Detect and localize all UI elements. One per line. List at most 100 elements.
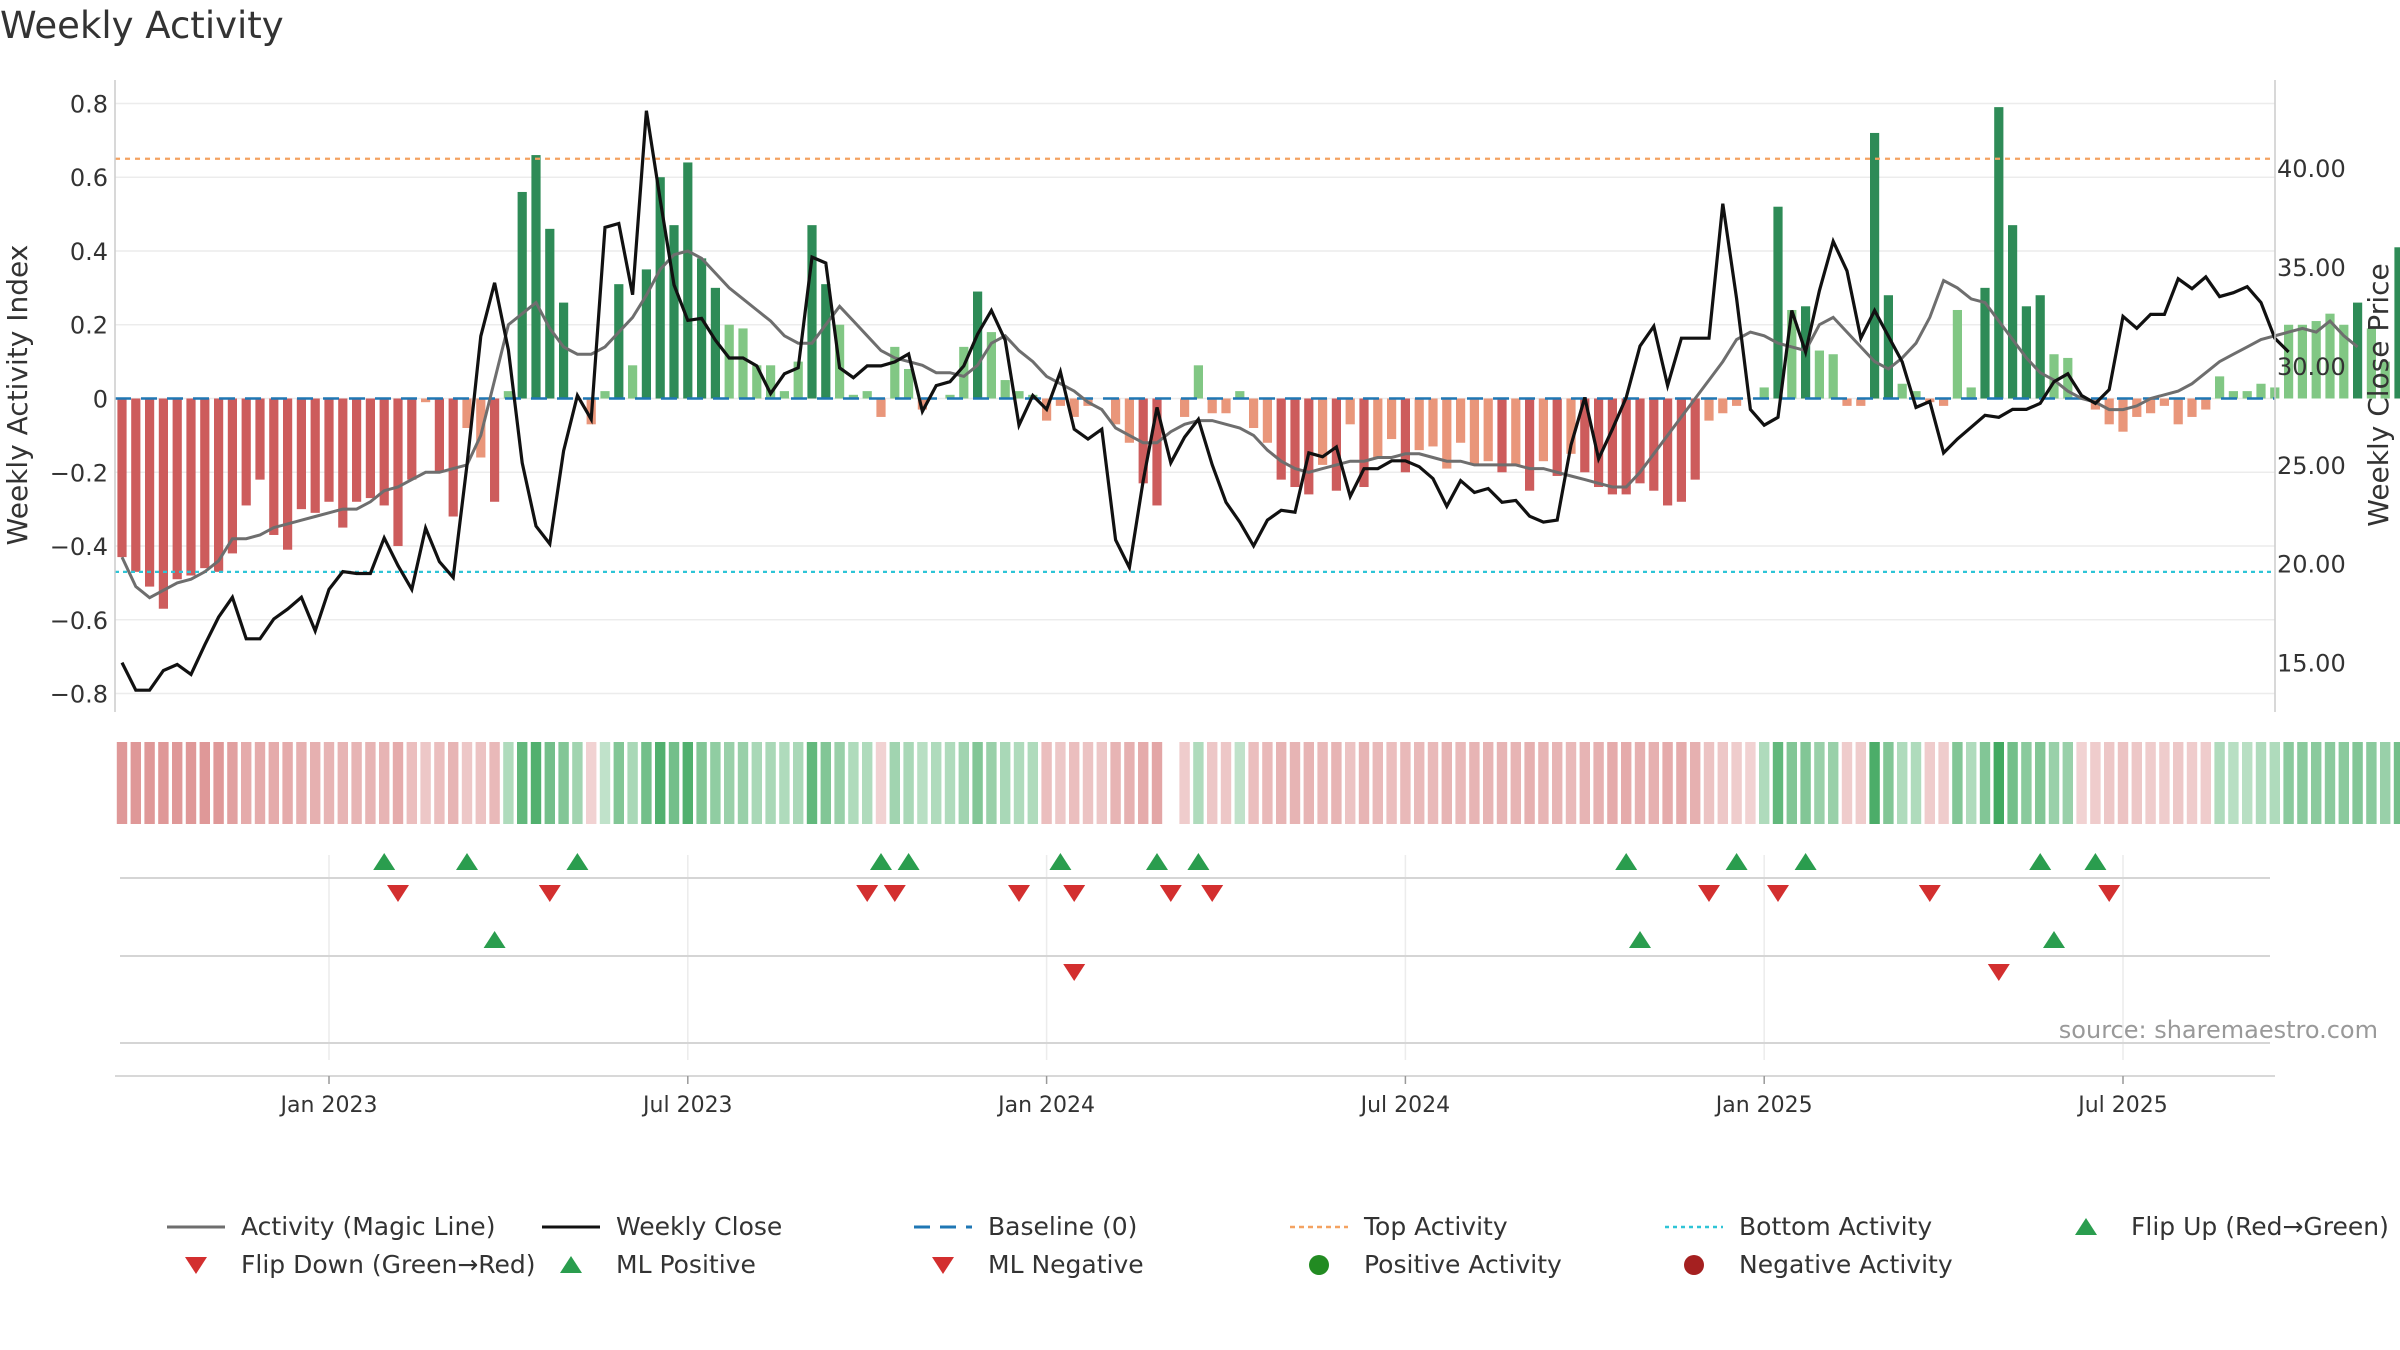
activity-bar	[1014, 391, 1024, 399]
legend-swatch-bottom	[1665, 1225, 1723, 1228]
activity-bar	[1911, 391, 1921, 399]
y-tick-label-right: 30.00	[2277, 353, 2346, 381]
activity-bar	[1249, 398, 1259, 429]
strip-cell	[1593, 742, 1604, 824]
activity-bar	[1690, 398, 1700, 480]
strip-cell	[116, 742, 128, 824]
activity-bar	[1428, 398, 1438, 447]
strip-cell	[848, 742, 859, 824]
activity-bar	[2173, 398, 2183, 425]
strip-cell	[1179, 742, 1190, 824]
strip-cell	[1828, 742, 1839, 824]
strip-cell	[461, 742, 473, 824]
activity-bar	[973, 291, 983, 399]
activity-bar	[517, 191, 527, 399]
activity-bar	[434, 398, 444, 473]
activity-bar	[1442, 398, 1452, 469]
activity-bar	[848, 394, 858, 399]
activity-bar	[490, 398, 500, 502]
strip-cell	[310, 742, 321, 824]
activity-bar	[1566, 398, 1576, 454]
strip-cell	[751, 742, 762, 824]
y-tick-label-right: 20.00	[2277, 551, 2346, 579]
legend-label: Top Activity	[1364, 1212, 1508, 1241]
activity-bar	[241, 398, 251, 506]
strip-cell	[1869, 742, 1880, 824]
strip-cell	[2366, 742, 2377, 824]
activity-bar	[1152, 398, 1162, 506]
y-tick-label-left: 0.8	[70, 90, 108, 118]
strip-cell	[254, 742, 266, 824]
activity-bar	[738, 328, 748, 399]
flip-down-marker	[1698, 885, 1720, 902]
strip-cell	[241, 742, 252, 824]
strip-cell	[1634, 742, 1646, 824]
activity-bars	[117, 107, 2400, 609]
flip-down-marker	[883, 885, 906, 902]
activity-bar	[779, 391, 789, 399]
strip-cell	[2021, 742, 2032, 824]
strip-cell	[2007, 742, 2018, 824]
activity-bar	[214, 398, 224, 572]
strip-cell	[724, 742, 735, 824]
flip-down-marker	[1918, 885, 1941, 902]
activity-bar	[1814, 350, 1824, 399]
strip-cell	[806, 742, 818, 824]
activity-bar	[2021, 306, 2031, 399]
activity-bar	[1359, 398, 1369, 488]
strip-cell	[1579, 742, 1590, 824]
legend-triangle-up	[560, 1255, 582, 1273]
strip-cell	[1220, 742, 1232, 824]
legend-label: Activity (Magic Line)	[241, 1212, 496, 1241]
strip-cell	[2255, 742, 2267, 824]
activity-bar	[421, 398, 431, 403]
flip-up-marker	[1187, 853, 1210, 870]
flip-down-marker	[1767, 885, 1789, 902]
legend: Activity (Magic Line) Weekly Close Baselin…	[0, 1200, 2400, 1300]
activity-bar	[917, 398, 927, 410]
legend-label: Positive Activity	[1364, 1250, 1562, 1279]
strip-cell	[820, 742, 831, 824]
strip-cell	[296, 742, 307, 824]
legend-triangle-up	[2075, 1217, 2097, 1235]
flip-down-marker	[1063, 885, 1086, 902]
y-tick-label-left: 0.6	[70, 164, 108, 192]
legend-item-negAct: Negative Activity	[1663, 1250, 1953, 1279]
x-tick-label: Jan 2023	[279, 1093, 378, 1118]
strip-cell	[2035, 742, 2046, 824]
legend-label: ML Negative	[988, 1250, 1144, 1279]
strip-cell	[1703, 742, 1715, 824]
strip-cell	[1041, 742, 1052, 824]
activity-bar	[1221, 398, 1231, 414]
flip-down-marker	[1201, 885, 1224, 902]
strip-cell	[1358, 742, 1370, 824]
legend-item-top: Top Activity	[1288, 1212, 1508, 1241]
strip-cell	[765, 742, 776, 824]
activity-bar	[1759, 387, 1769, 399]
activity-bar	[1290, 398, 1300, 488]
flip-up-marker	[1615, 853, 1638, 870]
y-axis-label-right: Weekly Close Price	[2362, 263, 2395, 526]
activity-bar	[1883, 295, 1893, 399]
strip-cell	[1966, 742, 1977, 824]
strip-cell	[903, 742, 914, 824]
strip-cell	[172, 742, 183, 824]
legend-label: Flip Up (Red→Green)	[2131, 1212, 2389, 1241]
strip-cell	[2186, 742, 2198, 824]
strip-cell	[862, 742, 873, 824]
activity-bar	[1497, 398, 1507, 473]
activity-bar	[186, 398, 196, 576]
activity-bar	[462, 398, 472, 429]
strip-cell	[944, 742, 956, 824]
activity-bar	[407, 398, 417, 480]
x-tick-label: Jul 2024	[1359, 1093, 1451, 1118]
strip-cell	[323, 742, 335, 824]
ml-positive-marker	[1629, 931, 1651, 948]
strip-cell	[365, 742, 376, 824]
activity-bar	[1773, 206, 1783, 399]
ml-positive-marker	[483, 931, 506, 948]
strip-cell	[268, 742, 279, 824]
strip-cell	[1607, 742, 1618, 824]
activity-bar	[1414, 398, 1424, 451]
activity-bar	[1980, 287, 1990, 399]
